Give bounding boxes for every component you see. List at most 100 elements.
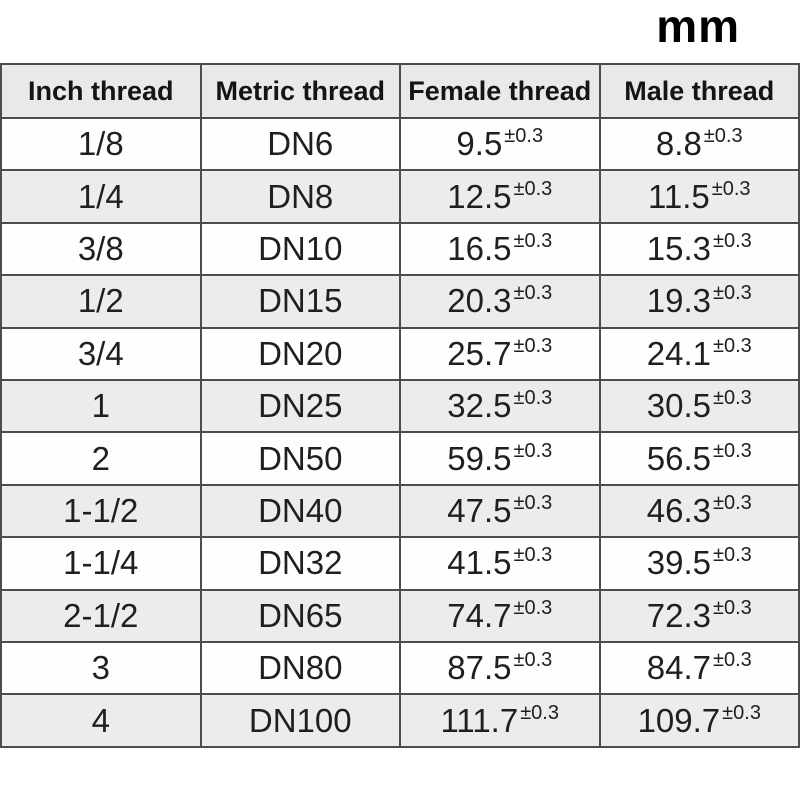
- inch-thread-cell: 1: [0, 379, 202, 434]
- table-row: 1/8 DN6 9.5 ±0.3 8.8 ±0.3: [0, 116, 800, 172]
- male-tolerance: ±0.3: [712, 649, 752, 672]
- inch-thread-cell: 1/8: [0, 116, 202, 172]
- female-tolerance: ±0.3: [513, 334, 553, 357]
- male-value: 19.3: [646, 282, 711, 320]
- table-row: 1/2 DN15 20.3 ±0.3 19.3 ±0.3: [0, 274, 800, 329]
- female-tolerance: ±0.3: [513, 230, 553, 253]
- male-thread-cell: 19.3 ±0.3: [598, 274, 800, 329]
- female-thread-cell: 20.3 ±0.3: [399, 274, 601, 329]
- male-tolerance: ±0.3: [722, 701, 761, 724]
- metric-thread-cell: DN50: [199, 431, 401, 486]
- metric-thread-cell: DN40: [199, 483, 401, 539]
- female-value: 87.5: [447, 649, 512, 687]
- male-value: 84.7: [646, 649, 711, 687]
- male-tolerance: ±0.3: [712, 334, 752, 357]
- column-header-male-thread: Male thread: [598, 63, 800, 119]
- inch-thread-cell: 1/2: [0, 274, 202, 329]
- female-value: 25.7: [447, 334, 512, 372]
- male-thread-cell: 72.3 ±0.3: [598, 588, 800, 644]
- inch-thread-cell: 3: [0, 641, 202, 696]
- table-row: 4 DN100 111.7 ±0.3 109.7 ±0.3: [0, 693, 800, 748]
- female-tolerance: ±0.3: [513, 439, 553, 462]
- table-row: 1-1/4 DN32 41.5 ±0.3 39.5 ±0.3: [0, 536, 800, 591]
- female-thread-cell: 59.5 ±0.3: [399, 431, 601, 486]
- male-value: 24.1: [646, 334, 711, 372]
- female-thread-cell: 111.7 ±0.3: [399, 693, 601, 748]
- female-tolerance: ±0.3: [513, 649, 553, 672]
- female-value: 111.7: [440, 701, 519, 739]
- inch-thread-cell: 2: [0, 431, 202, 486]
- table-body: 1/8 DN6 9.5 ±0.3 8.8 ±0.3 1/4 DN8 12.5 ±0.3…: [0, 116, 800, 748]
- inch-thread-cell: 3/8: [0, 221, 202, 277]
- metric-thread-cell: DN15: [199, 274, 401, 329]
- table-row: 2 DN50 59.5 ±0.3 56.5 ±0.3: [0, 431, 800, 486]
- male-tolerance: ±0.3: [712, 544, 752, 567]
- inch-thread-cell: 4: [0, 693, 202, 748]
- female-thread-cell: 41.5 ±0.3: [399, 536, 601, 591]
- female-thread-cell: 16.5 ±0.3: [399, 221, 601, 277]
- female-tolerance: ±0.3: [520, 701, 559, 724]
- column-header-inch-thread: Inch thread: [0, 63, 202, 119]
- female-thread-cell: 12.5 ±0.3: [399, 169, 601, 224]
- male-thread-cell: 8.8 ±0.3: [598, 116, 800, 172]
- male-thread-cell: 15.3 ±0.3: [598, 221, 800, 277]
- metric-thread-cell: DN100: [199, 693, 401, 748]
- male-value: 39.5: [646, 544, 711, 582]
- column-header-female-thread: Female thread: [399, 63, 601, 119]
- male-tolerance: ±0.3: [703, 125, 743, 148]
- table-row: 1/4 DN8 12.5 ±0.3 11.5 ±0.3: [0, 169, 800, 224]
- male-value: 109.7: [637, 701, 721, 739]
- male-thread-cell: 84.7 ±0.3: [598, 641, 800, 696]
- unit-label: mm: [656, 0, 740, 52]
- column-header-metric-thread: Metric thread: [199, 63, 401, 119]
- table-row: 2-1/2 DN65 74.7 ±0.3 72.3 ±0.3: [0, 588, 800, 644]
- male-thread-cell: 11.5 ±0.3: [598, 169, 800, 224]
- table-row: 3/4 DN20 25.7 ±0.3 24.1 ±0.3: [0, 326, 800, 382]
- female-thread-cell: 9.5 ±0.3: [399, 116, 601, 172]
- female-tolerance: ±0.3: [513, 387, 553, 410]
- male-thread-cell: 46.3 ±0.3: [598, 483, 800, 539]
- female-thread-cell: 74.7 ±0.3: [399, 588, 601, 644]
- female-tolerance: ±0.3: [513, 544, 553, 567]
- table-row: 1 DN25 32.5 ±0.3 30.5 ±0.3: [0, 379, 800, 434]
- female-tolerance: ±0.3: [513, 282, 553, 305]
- metric-thread-cell: DN65: [199, 588, 401, 644]
- inch-thread-cell: 1/4: [0, 169, 202, 224]
- female-thread-cell: 32.5 ±0.3: [399, 379, 601, 434]
- male-value: 11.5: [647, 177, 710, 215]
- female-tolerance: ±0.3: [504, 125, 544, 148]
- male-value: 46.3: [646, 492, 711, 530]
- female-tolerance: ±0.3: [513, 177, 553, 200]
- male-tolerance: ±0.3: [712, 230, 752, 253]
- male-value: 30.5: [646, 387, 711, 425]
- metric-thread-cell: DN25: [199, 379, 401, 434]
- inch-thread-cell: 1-1/2: [0, 483, 202, 539]
- metric-thread-cell: DN10: [199, 221, 401, 277]
- header-row: Inch thread Metric thread Female thread …: [0, 63, 800, 119]
- table-header: Inch thread Metric thread Female thread …: [0, 63, 800, 119]
- male-value: 8.8: [655, 125, 702, 163]
- female-value: 12.5: [447, 177, 512, 215]
- metric-thread-cell: DN20: [199, 326, 401, 382]
- male-thread-cell: 56.5 ±0.3: [598, 431, 800, 486]
- female-thread-cell: 25.7 ±0.3: [399, 326, 601, 382]
- male-tolerance: ±0.3: [712, 596, 752, 619]
- male-thread-cell: 39.5 ±0.3: [598, 536, 800, 591]
- inch-thread-cell: 2-1/2: [0, 588, 202, 644]
- male-tolerance: ±0.3: [712, 439, 752, 462]
- female-value: 9.5: [456, 125, 503, 163]
- female-tolerance: ±0.3: [513, 596, 553, 619]
- female-tolerance: ±0.3: [513, 492, 553, 515]
- male-thread-cell: 24.1 ±0.3: [598, 326, 800, 382]
- male-tolerance: ±0.3: [712, 282, 752, 305]
- metric-thread-cell: DN6: [199, 116, 401, 172]
- inch-thread-cell: 1-1/4: [0, 536, 202, 591]
- female-thread-cell: 47.5 ±0.3: [399, 483, 601, 539]
- female-value: 32.5: [447, 387, 512, 425]
- male-tolerance: ±0.3: [712, 492, 752, 515]
- female-value: 59.5: [447, 439, 512, 477]
- male-value: 56.5: [646, 439, 711, 477]
- female-value: 74.7: [447, 596, 512, 634]
- male-value: 72.3: [646, 596, 711, 634]
